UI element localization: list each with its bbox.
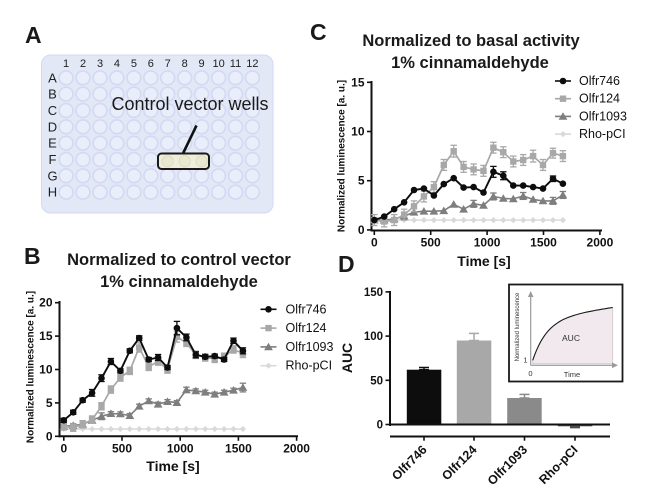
svg-text:Normalized luminescence [a. u.: Normalized luminescence [a. u.]: [26, 291, 37, 443]
svg-text:0: 0: [371, 236, 378, 250]
svg-text:7: 7: [165, 58, 171, 70]
svg-text:1000: 1000: [474, 236, 501, 250]
svg-text:Olfr746: Olfr746: [579, 74, 620, 88]
svg-text:15: 15: [351, 75, 365, 89]
svg-text:3: 3: [97, 58, 103, 70]
svg-text:H: H: [48, 185, 57, 200]
svg-text:Rho-pCI: Rho-pCI: [286, 359, 333, 373]
svg-text:Time [s]: Time [s]: [457, 253, 510, 269]
svg-text:1: 1: [63, 58, 69, 70]
svg-text:1500: 1500: [225, 441, 252, 455]
svg-text:2000: 2000: [283, 441, 310, 455]
svg-text:Normalized to control vector: Normalized to control vector: [67, 251, 291, 269]
svg-text:C: C: [48, 103, 57, 118]
svg-text:Olfr1093: Olfr1093: [286, 340, 334, 354]
svg-text:9: 9: [199, 58, 205, 70]
svg-text:50: 50: [370, 375, 383, 387]
svg-text:A: A: [25, 22, 42, 48]
svg-text:2: 2: [80, 58, 86, 70]
svg-text:0: 0: [528, 369, 532, 378]
svg-text:5: 5: [131, 58, 137, 70]
svg-text:Rho-pCI: Rho-pCI: [579, 127, 626, 141]
svg-text:500: 500: [421, 236, 441, 250]
svg-text:1% cinnamaldehyde: 1% cinnamaldehyde: [391, 54, 549, 72]
svg-text:Control vector wells: Control vector wells: [111, 94, 268, 114]
svg-text:Olfr124: Olfr124: [579, 92, 620, 106]
svg-text:B: B: [24, 243, 41, 269]
svg-text:0: 0: [377, 420, 383, 432]
svg-text:AUC: AUC: [339, 343, 355, 373]
svg-text:8: 8: [182, 58, 188, 70]
svg-text:10: 10: [212, 58, 224, 70]
svg-text:5: 5: [46, 396, 53, 410]
svg-text:0: 0: [46, 429, 53, 443]
svg-text:0: 0: [358, 223, 365, 237]
svg-text:Olfr746: Olfr746: [286, 302, 327, 316]
svg-text:D: D: [338, 251, 355, 277]
svg-text:Normalized luminescence: Normalized luminescence: [515, 292, 521, 361]
svg-text:5: 5: [358, 174, 365, 188]
svg-text:12: 12: [246, 58, 258, 70]
svg-text:150: 150: [364, 287, 383, 299]
svg-text:C: C: [310, 19, 327, 45]
svg-text:20: 20: [39, 296, 53, 310]
svg-text:Time [s]: Time [s]: [146, 458, 199, 474]
svg-text:1% cinnamaldehyde: 1% cinnamaldehyde: [100, 273, 258, 291]
svg-text:D: D: [48, 119, 57, 134]
svg-text:1: 1: [523, 356, 527, 365]
svg-text:AUC: AUC: [562, 333, 580, 343]
svg-text:E: E: [48, 136, 57, 151]
svg-text:F: F: [49, 152, 57, 167]
svg-text:1000: 1000: [167, 441, 194, 455]
svg-text:A: A: [48, 70, 57, 85]
svg-text:11: 11: [230, 58, 241, 70]
svg-text:2000: 2000: [587, 236, 614, 250]
svg-text:6: 6: [148, 58, 154, 70]
svg-text:Olfr124: Olfr124: [286, 321, 327, 335]
svg-text:10: 10: [351, 125, 365, 139]
svg-text:Normalized luminescence [a. u.: Normalized luminescence [a. u.]: [337, 80, 348, 232]
svg-text:15: 15: [39, 329, 53, 343]
svg-text:10: 10: [39, 363, 53, 377]
svg-text:B: B: [48, 87, 57, 102]
svg-text:0: 0: [60, 441, 67, 455]
svg-text:4: 4: [114, 58, 120, 70]
svg-text:Normalized to basal activity: Normalized to basal activity: [362, 32, 580, 50]
svg-text:Olfr1093: Olfr1093: [579, 109, 627, 123]
svg-text:Time: Time: [564, 370, 580, 379]
svg-text:100: 100: [364, 331, 383, 343]
svg-text:G: G: [47, 168, 57, 183]
svg-text:1500: 1500: [530, 236, 557, 250]
svg-text:500: 500: [112, 441, 132, 455]
